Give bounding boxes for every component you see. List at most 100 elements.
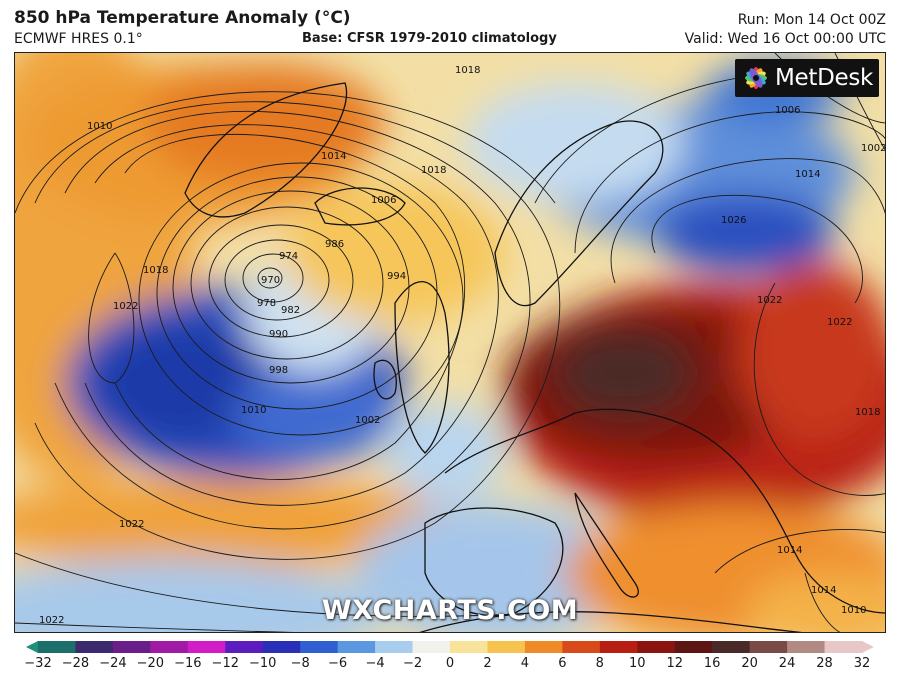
colorbar-segment	[262, 641, 301, 653]
colorbar-tick-label: 20	[741, 656, 758, 671]
isobar-label: 982	[281, 305, 300, 316]
isobar-1018-ring	[88, 252, 135, 384]
british-isles-coast	[394, 281, 450, 454]
colorbar-tick-label: 8	[595, 656, 604, 671]
colorbar-tick-label: −16	[174, 656, 202, 671]
isobar-1018-west	[15, 91, 556, 214]
map-svg: 1010 1010 1014 1018 1022 1022 1022 1018 …	[15, 53, 885, 632]
metdesk-logo: MetDesk	[735, 59, 879, 97]
climatology-base-label: Base: CFSR 1979-2010 climatology	[302, 31, 557, 46]
colorbar-segment	[674, 641, 713, 653]
colorbar	[26, 641, 874, 653]
colorbar-segment	[412, 641, 451, 653]
colorbar-tick-label: 16	[703, 656, 721, 671]
isobar-986	[190, 206, 384, 360]
isobar-label: 1002	[355, 415, 380, 426]
greenland-coast	[184, 82, 348, 218]
model-label: ECMWF HRES 0.1°	[14, 31, 143, 47]
colorbar-segment	[824, 641, 863, 653]
isobar-label: 1014	[777, 545, 802, 556]
colorbar-tick-label: −2	[402, 656, 423, 671]
isobar-1014-se	[714, 528, 885, 574]
isobar-label: 1022	[113, 301, 138, 312]
africa-coast	[419, 611, 803, 632]
isobar-label: 1006	[371, 195, 396, 206]
colorbar-tick-label: −32	[24, 656, 52, 671]
colorbar-segment	[225, 641, 264, 653]
colorbar-max-arrow	[862, 641, 874, 653]
isobar-label: 1026	[721, 215, 746, 226]
isobar-label: 990	[269, 329, 288, 340]
isobar-label: 1014	[811, 585, 836, 596]
colorbar-tick-label: 10	[628, 656, 646, 671]
isobar-label: 978	[257, 298, 276, 309]
isobar-1018-ne	[574, 111, 885, 254]
colorbar-segment	[112, 641, 151, 653]
colorbar-tick-label: −12	[211, 656, 239, 671]
isobar-label: 1018	[421, 165, 446, 176]
anomaly-field	[15, 53, 885, 632]
isobar-1022-sw	[15, 622, 294, 632]
colorbar-segment	[712, 641, 751, 653]
isobar-1006	[84, 124, 499, 506]
isobar-970	[257, 267, 283, 289]
colorbar-tick-label: 32	[853, 656, 871, 671]
isobar-982	[208, 224, 354, 338]
colorbar-svg	[26, 641, 874, 653]
colorbar-tick-label: −24	[99, 656, 127, 671]
colorbar-segment	[599, 641, 638, 653]
isobar-1010-se	[804, 572, 841, 632]
colorbar-segment	[787, 641, 826, 653]
isobar-label: 1022	[827, 317, 852, 328]
coastlines	[184, 82, 885, 632]
colorbar-tick-label: 12	[666, 656, 683, 671]
logo-text: MetDesk	[775, 65, 874, 91]
isobar-1022-east	[753, 282, 885, 496]
scandinavia-coast	[494, 120, 664, 307]
isobar-label: 1006	[775, 105, 800, 116]
isobar-974	[242, 253, 304, 303]
isobar-1022-south	[15, 552, 536, 617]
colorbar-segment	[337, 641, 376, 653]
wxcharts-watermark: WXCHARTS.COM	[321, 595, 579, 626]
isobar-1022-ne	[610, 158, 885, 284]
europe-coast	[444, 408, 885, 614]
iceland-coast	[314, 187, 406, 226]
colorbar-segment	[75, 641, 114, 653]
colorbar-segment	[450, 641, 488, 653]
colorbar-ticks: −32 −28 −24 −20 −16 −12 −10 −8 −6 −4 −2 0 2 4 6 8 10 12 16…	[0, 656, 900, 676]
colorbar-segment	[300, 641, 339, 653]
isobar-label: 1010	[841, 605, 866, 616]
colorbar-segment	[562, 641, 601, 653]
isobar-1026-ne	[651, 194, 863, 304]
isobar-label: 1010	[87, 121, 112, 132]
anomaly-map[interactable]: 1010 1010 1014 1018 1022 1022 1022 1018 …	[14, 52, 886, 633]
isobar-1010	[54, 110, 531, 530]
colorbar-tick-label: −4	[365, 656, 385, 671]
isobar-label: 1018	[143, 265, 168, 276]
isobar-label: 1022	[757, 295, 782, 306]
isobar-1002	[114, 134, 466, 480]
colorbar-tick-label: −6	[328, 656, 348, 671]
valid-time-label: Valid: Wed 16 Oct 00:00 UTC	[684, 31, 886, 47]
colorbar-tick-label: −8	[290, 656, 310, 671]
colorbar-tick-label: −10	[249, 656, 277, 671]
colorbar-min-arrow	[26, 641, 38, 653]
chart-title: 850 hPa Temperature Anomaly (°C)	[14, 8, 351, 28]
isobar-label: 970	[261, 275, 280, 286]
colorbar-tick-label: 4	[520, 656, 530, 671]
isobar-978	[224, 239, 330, 321]
run-time-label: Run: Mon 14 Oct 00Z	[737, 12, 886, 28]
ireland-coast	[373, 359, 397, 400]
isobar-label: 998	[269, 365, 288, 376]
colorbar-segment	[487, 641, 526, 653]
colorbar-tick-label: −20	[136, 656, 165, 671]
isobar-label: 1010	[241, 405, 266, 416]
isobar-label: 1014	[321, 151, 346, 162]
colorbar-segment	[38, 641, 76, 653]
colorbar-segment	[524, 641, 563, 653]
colorbar-segment	[749, 641, 788, 653]
colorbar-segment	[150, 641, 189, 653]
isobar-label: 1018	[855, 407, 880, 418]
colorbar-tick-label: 28	[816, 656, 833, 671]
